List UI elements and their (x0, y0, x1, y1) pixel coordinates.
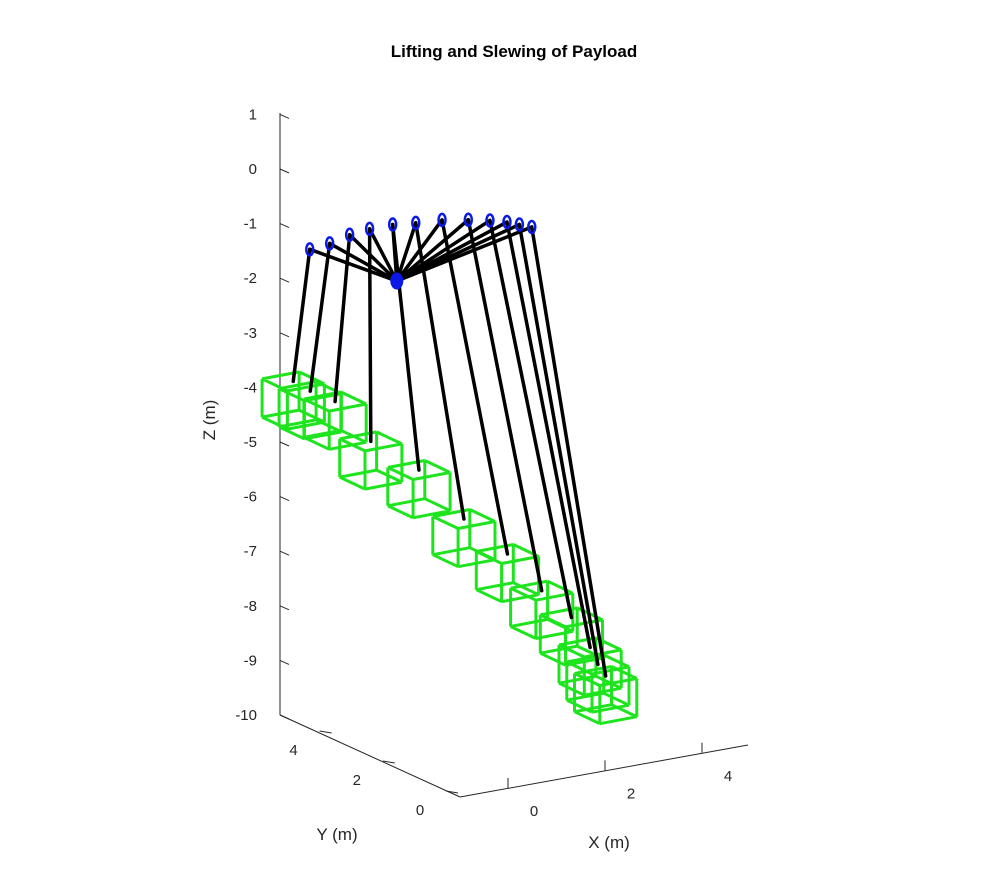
x-axis-line (459, 744, 749, 798)
boom-tip-marker (364, 221, 375, 237)
z-tick-mark (279, 550, 290, 556)
boom-line (395, 218, 471, 283)
y-tick-label: 4 (289, 742, 297, 759)
x-tick-label: 0 (530, 803, 538, 820)
payload-box (386, 459, 452, 520)
y-axis-line (279, 714, 461, 798)
z-tick-label: 0 (249, 161, 257, 178)
x-ticks: 0 2 4 (507, 742, 732, 820)
cables (291, 218, 608, 678)
boom-tips (305, 212, 537, 257)
z-tick-mark (279, 332, 290, 338)
z-ticks: 1 0 -1 -2 -3 -4 -5 -6 -7 -8 -9 -10 (235, 106, 290, 724)
z-tick-mark (279, 113, 290, 119)
boom-line (395, 218, 444, 283)
z-tick-mark (279, 168, 290, 174)
z-tick-label: -8 (244, 598, 257, 615)
boom-line (395, 221, 418, 283)
z-tick-label: -10 (235, 707, 257, 724)
x-tick-label: 2 (627, 785, 635, 802)
boom-line (390, 222, 399, 283)
hoist-cable (466, 218, 544, 593)
chart-title: Lifting and Slewing of Payload (391, 42, 638, 61)
boom-tip-marker (437, 212, 447, 228)
y-tick-label: 2 (353, 772, 361, 789)
boom-tip-marker (411, 215, 421, 231)
payload-box (573, 665, 639, 726)
hoist-cable (505, 220, 592, 650)
boom-tip-marker (387, 217, 398, 232)
z-tick-label: 1 (249, 106, 257, 123)
hoist-cable (517, 222, 600, 667)
z-tick-label: -7 (244, 543, 257, 560)
z-tick-label: -9 (244, 652, 257, 669)
pivot-marker (390, 272, 404, 290)
hoist-cable (367, 227, 373, 444)
z-tick-label: -2 (244, 270, 257, 287)
pivot-layer (390, 272, 404, 290)
z-axis-label: Z (m) (200, 400, 219, 441)
boom-line (327, 241, 399, 283)
hoist-cable (488, 218, 574, 620)
y-tick-mark (319, 730, 332, 734)
z-tick-label: -4 (244, 379, 257, 396)
x-axis-label: X (m) (588, 833, 630, 852)
hoist-cable (440, 218, 510, 556)
boom-tip-marker (485, 213, 495, 228)
boom-tip-marker (305, 242, 315, 257)
boom-line (367, 227, 399, 283)
hoist-cable (414, 221, 466, 521)
y-tick-label: 0 (416, 802, 424, 819)
hoist-cable (308, 241, 332, 393)
boom-line (308, 247, 399, 283)
z-tick-mark (279, 659, 290, 665)
z-tick-mark (279, 223, 290, 229)
z-tick-mark (279, 277, 290, 283)
y-axis-label: Y (m) (316, 825, 357, 844)
y-tick-mark (445, 790, 459, 794)
z-tick-mark (279, 496, 290, 502)
z-tick-label: -5 (244, 434, 257, 451)
z-tick-label: -6 (244, 489, 257, 506)
y-tick-mark (382, 760, 395, 764)
boom-tip-marker (502, 214, 512, 230)
boom-tip-marker (344, 227, 355, 243)
hoist-cable (530, 225, 608, 678)
boom-tip-marker (324, 236, 335, 251)
z-tick-mark (279, 714, 290, 720)
hoist-cable (291, 247, 312, 384)
z-tick-label: -3 (244, 325, 257, 342)
x-tick-label: 4 (724, 768, 732, 785)
boom-tip-marker (514, 217, 525, 232)
z-tick-mark (279, 605, 290, 611)
boom-tip-marker (527, 219, 537, 235)
y-ticks: 0 2 4 (289, 730, 459, 819)
hoist-cable (333, 233, 352, 404)
boom-tip-marker (463, 212, 474, 227)
boom-line (347, 233, 399, 283)
z-tick-mark (279, 441, 290, 447)
z-tick-label: -1 (244, 216, 257, 233)
boom-line (395, 225, 534, 283)
